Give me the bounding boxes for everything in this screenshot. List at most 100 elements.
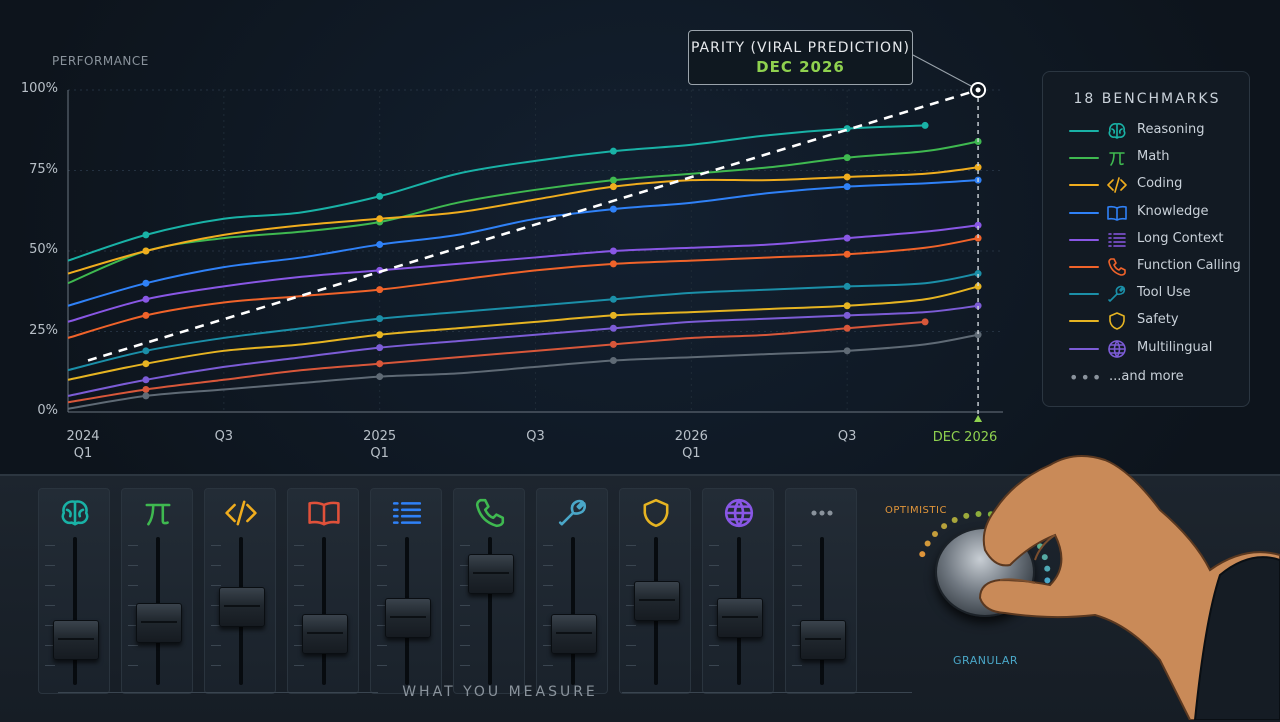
legend-item-safety: Safety bbox=[1069, 311, 1249, 331]
data-point bbox=[142, 347, 150, 355]
fader-tick bbox=[211, 565, 221, 566]
data-point bbox=[974, 302, 982, 310]
fader-track bbox=[488, 537, 492, 685]
fader-tick bbox=[709, 625, 719, 626]
fader-knob[interactable] bbox=[717, 597, 763, 638]
data-point bbox=[974, 270, 982, 278]
fader-track bbox=[73, 537, 77, 685]
fader-tick bbox=[626, 545, 636, 546]
fader-knob[interactable] bbox=[302, 614, 348, 654]
fader-knob[interactable] bbox=[468, 553, 514, 594]
series-unlabeled-10 bbox=[67, 331, 982, 410]
fader-knob[interactable] bbox=[53, 619, 99, 660]
fader-tick bbox=[709, 545, 719, 546]
data-point bbox=[376, 315, 384, 323]
x-tick-label: 2024 Q1 bbox=[66, 429, 100, 461]
fader-tick bbox=[543, 605, 553, 606]
legend-label: Function Calling bbox=[1137, 258, 1241, 273]
fader-knob[interactable] bbox=[551, 614, 597, 654]
brain-icon bbox=[61, 500, 89, 526]
series-line bbox=[67, 124, 926, 262]
phone-icon bbox=[475, 498, 505, 528]
x-tick-label: 2025 Q1 bbox=[363, 429, 397, 461]
shield-icon bbox=[1109, 312, 1125, 331]
callout-date: DEC 2026 bbox=[756, 58, 845, 76]
fader-tick bbox=[543, 665, 553, 666]
fader-knob[interactable] bbox=[385, 597, 431, 638]
data-point bbox=[609, 260, 617, 268]
data-point bbox=[376, 215, 384, 223]
legend-swatch bbox=[1069, 157, 1099, 160]
fader-tick bbox=[377, 625, 387, 626]
fader-tick bbox=[543, 585, 553, 586]
legend-label: Multilingual bbox=[1137, 339, 1213, 355]
fader-knob[interactable] bbox=[219, 586, 265, 627]
fader-tick bbox=[709, 565, 719, 566]
fader-tick bbox=[460, 645, 470, 646]
legend-item-function-calling: Function Calling bbox=[1069, 257, 1249, 277]
book-icon bbox=[308, 501, 340, 526]
fader-tick bbox=[128, 585, 138, 586]
chart-plot bbox=[67, 54, 1003, 422]
fader-tick bbox=[460, 625, 470, 626]
fader-tick bbox=[792, 565, 802, 566]
data-point bbox=[843, 302, 851, 310]
legend-swatch bbox=[1069, 130, 1099, 132]
y-tick-label: 50% bbox=[29, 242, 58, 257]
fader-knob[interactable] bbox=[136, 603, 182, 643]
more-icon bbox=[811, 510, 833, 516]
fader-tick bbox=[460, 585, 470, 586]
series-line bbox=[67, 333, 979, 410]
legend-swatch bbox=[1069, 347, 1099, 350]
fader-tick bbox=[626, 565, 636, 566]
list-icon bbox=[392, 502, 422, 524]
data-point bbox=[843, 311, 851, 319]
target-point-core bbox=[975, 87, 981, 93]
fader-knob[interactable] bbox=[800, 619, 846, 660]
fader-tick bbox=[45, 665, 55, 666]
fader-tick bbox=[211, 665, 221, 666]
mixer-channel-more bbox=[785, 488, 857, 694]
legend-item-reasoning: Reasoning bbox=[1069, 121, 1249, 141]
fader-track bbox=[571, 537, 575, 685]
fader-tick bbox=[211, 545, 221, 546]
fader-tick bbox=[294, 605, 304, 606]
data-point bbox=[974, 331, 982, 339]
fader-tick bbox=[128, 605, 138, 606]
data-point bbox=[609, 176, 617, 184]
fader-tick bbox=[211, 645, 221, 646]
series-line bbox=[67, 285, 979, 381]
data-point bbox=[376, 286, 384, 294]
legend-item-long-context: Long Context bbox=[1069, 230, 1249, 250]
data-point bbox=[609, 295, 617, 303]
fader-tick bbox=[128, 625, 138, 626]
data-point bbox=[843, 154, 851, 162]
data-point bbox=[609, 147, 617, 155]
mixer-channel-list bbox=[370, 488, 442, 694]
y-tick-label: 25% bbox=[29, 322, 58, 338]
fader-knob[interactable] bbox=[634, 581, 680, 621]
legend-label: Safety bbox=[1137, 312, 1179, 328]
data-point bbox=[142, 279, 150, 287]
data-point bbox=[376, 241, 384, 249]
data-point bbox=[142, 360, 150, 368]
dial-granular-label: GRANULAR bbox=[953, 654, 1019, 667]
fader-tick bbox=[460, 545, 470, 546]
data-point bbox=[974, 163, 982, 171]
more-icon: ••• bbox=[1069, 367, 1104, 387]
fader-tick bbox=[45, 545, 55, 546]
fader-tick bbox=[460, 665, 470, 666]
fader-tick bbox=[377, 605, 387, 606]
legend-swatch bbox=[1069, 238, 1099, 241]
legend-label: Coding bbox=[1137, 176, 1183, 192]
data-point bbox=[376, 344, 384, 352]
y-tick-label: 100% bbox=[20, 81, 58, 96]
data-point bbox=[142, 295, 150, 303]
fader-tick bbox=[128, 665, 138, 666]
legend-swatch bbox=[1069, 211, 1099, 214]
pi-icon bbox=[1109, 152, 1125, 166]
fader-tick bbox=[128, 565, 138, 566]
divider-right bbox=[622, 692, 912, 693]
fader-tick bbox=[543, 565, 553, 566]
